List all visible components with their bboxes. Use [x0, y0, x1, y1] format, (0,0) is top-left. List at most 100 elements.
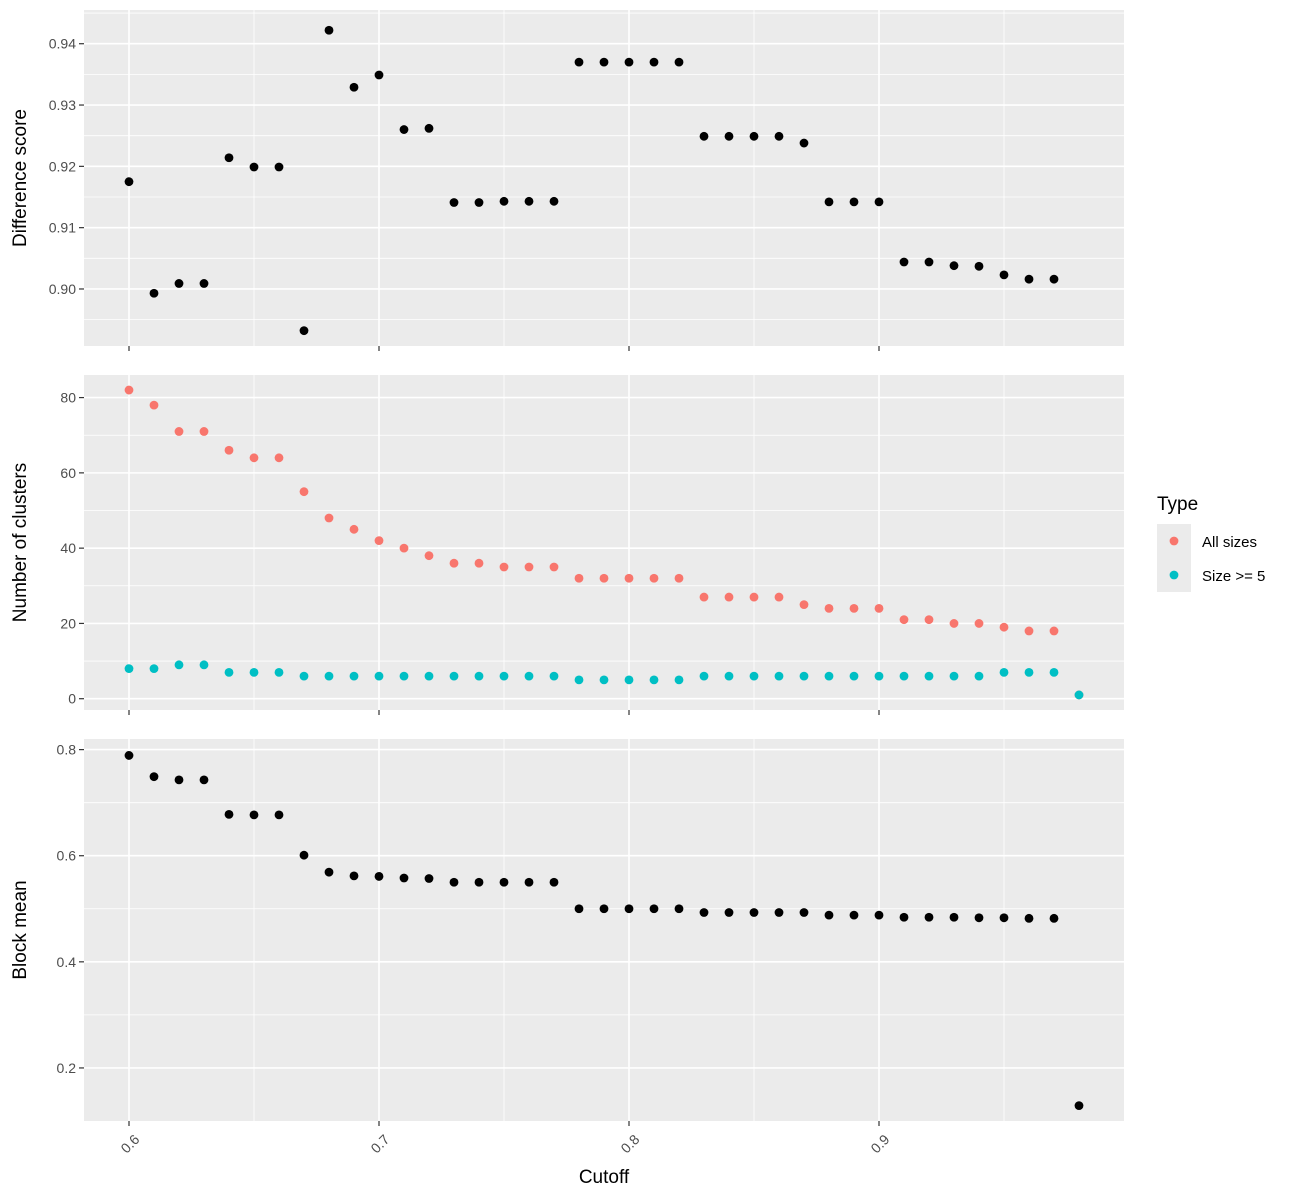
data-point-size-5: [299, 671, 309, 681]
data-point-size-5: [824, 671, 834, 681]
data-point-all-sizes: [499, 562, 509, 572]
data-point-size-5: [524, 671, 534, 681]
data-point: [274, 810, 284, 820]
data-point: [899, 257, 909, 267]
data-point: [199, 279, 209, 288]
data-point: [499, 196, 509, 206]
y-axis-title: Difference score: [10, 109, 31, 247]
legend-label: All sizes: [1202, 534, 1257, 551]
y-tick-label: 0.90: [49, 281, 76, 297]
data-point-size-5: [324, 671, 334, 681]
data-point-all-sizes: [574, 573, 584, 583]
data-point-all-sizes: [974, 619, 984, 628]
data-point-size-5: [699, 671, 709, 681]
panel-top: 0.90 0.91 0.92 0.93 0.94 Difference score: [10, 10, 1124, 351]
data-point: [524, 877, 534, 887]
data-point-size-5: [574, 675, 584, 685]
data-point: [749, 908, 759, 917]
data-point: [624, 904, 634, 914]
x-tick-label: 0.9: [867, 1131, 892, 1156]
data-point: [424, 874, 434, 883]
data-point: [224, 153, 234, 163]
data-point: [949, 912, 959, 922]
y-axis-title: Number of clusters: [10, 463, 31, 622]
data-point: [224, 809, 234, 819]
data-point-size-5: [1049, 667, 1059, 677]
data-point: [799, 138, 809, 148]
data-point: [1074, 1101, 1084, 1111]
data-point: [174, 279, 184, 288]
data-point-size-5: [674, 675, 684, 685]
data-point-size-5: [199, 660, 209, 670]
data-point: [424, 123, 434, 133]
data-point-size-5: [999, 667, 1009, 677]
data-point-all-sizes: [374, 536, 384, 546]
data-point-size-5: [424, 671, 434, 681]
y-tick-label: 0.4: [57, 954, 77, 970]
data-point: [299, 326, 309, 336]
data-point: [149, 772, 159, 782]
data-point-all-sizes: [799, 600, 809, 610]
data-point: [724, 131, 734, 141]
data-point: [274, 162, 284, 172]
data-point-all-sizes: [349, 524, 359, 534]
data-point: [149, 288, 159, 298]
data-point-size-5: [249, 667, 259, 677]
data-point-size-5: [499, 671, 509, 681]
data-point-all-sizes: [724, 592, 734, 602]
data-point: [474, 198, 484, 207]
y-tick-label: 0.8: [57, 742, 77, 758]
data-point: [849, 910, 859, 920]
x-tick-label: 0.6: [117, 1131, 142, 1156]
data-point: [999, 913, 1009, 923]
data-point-size-5: [849, 671, 859, 681]
data-point-all-sizes: [524, 562, 534, 572]
data-point: [949, 261, 959, 271]
legend-label: Size >= 5: [1202, 568, 1265, 585]
data-point: [124, 751, 134, 760]
data-point: [749, 131, 759, 141]
panel-bottom: 0.2 0.4 0.6 0.8 Block mean: [10, 739, 1124, 1126]
data-point: [599, 57, 609, 67]
data-point-size-5: [399, 671, 409, 681]
data-point-size-5: [924, 671, 934, 681]
y-tick-label: 0: [68, 691, 76, 707]
legend-title: Type: [1157, 494, 1198, 515]
data-point: [849, 197, 859, 207]
y-tick-label: 0.2: [57, 1060, 77, 1076]
data-point-all-sizes: [699, 592, 709, 602]
data-point-size-5: [224, 667, 234, 677]
data-point: [374, 70, 384, 80]
data-point-size-5: [899, 671, 909, 681]
data-point-size-5: [1074, 690, 1084, 700]
data-point-all-sizes: [1024, 626, 1034, 636]
legend: Type All sizes Size >= 5: [1157, 494, 1265, 592]
data-point-size-5: [649, 675, 659, 685]
x-axis: 0.6 0.7 0.8 0.9 Cutoff: [117, 1131, 892, 1188]
data-point: [1049, 913, 1059, 923]
data-point-size-5: [274, 667, 284, 677]
data-point: [824, 197, 834, 207]
data-point: [249, 162, 259, 172]
data-point-size-5: [874, 671, 884, 681]
data-point-all-sizes: [774, 592, 784, 602]
data-point-size-5: [374, 671, 384, 681]
data-point: [174, 775, 184, 785]
data-point-all-sizes: [449, 558, 459, 568]
data-point: [474, 877, 484, 887]
y-tick-label: 40: [60, 540, 76, 556]
data-point-all-sizes: [424, 551, 434, 561]
data-point: [124, 177, 134, 187]
data-point: [599, 904, 609, 914]
data-point: [974, 913, 984, 923]
data-point: [774, 908, 784, 917]
data-point: [299, 850, 309, 860]
data-point-size-5: [974, 671, 984, 681]
data-point: [349, 82, 359, 92]
panel-background: [84, 739, 1124, 1121]
data-point: [999, 270, 1009, 280]
data-point: [249, 810, 259, 820]
y-tick-label: 0.92: [49, 158, 76, 174]
data-point-all-sizes: [949, 619, 959, 628]
data-point-all-sizes: [399, 543, 409, 553]
